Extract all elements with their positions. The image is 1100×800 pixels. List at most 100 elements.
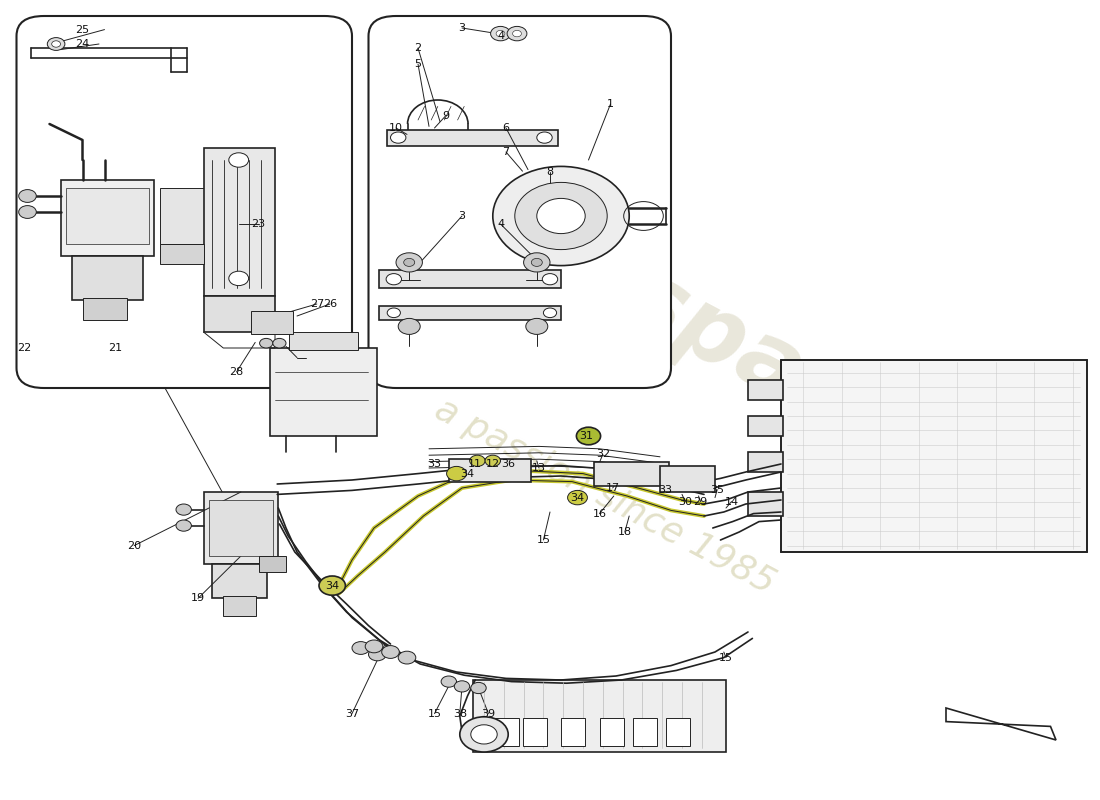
Circle shape (176, 520, 191, 531)
Text: 27: 27 (310, 299, 323, 309)
Text: 32: 32 (596, 450, 609, 459)
Circle shape (447, 466, 466, 481)
Circle shape (390, 132, 406, 143)
Circle shape (454, 681, 470, 692)
Circle shape (485, 455, 501, 466)
Text: 12: 12 (486, 459, 499, 469)
Bar (387, 130, 558, 146)
Text: 4: 4 (497, 31, 504, 41)
Circle shape (441, 676, 456, 687)
Circle shape (273, 338, 286, 348)
Bar (82, 298, 126, 320)
Text: 8: 8 (547, 167, 553, 177)
Bar (748, 416, 783, 436)
Text: 22: 22 (18, 343, 31, 353)
Circle shape (526, 318, 548, 334)
Circle shape (471, 725, 497, 744)
Circle shape (47, 38, 65, 50)
Circle shape (543, 308, 557, 318)
Circle shape (470, 455, 485, 466)
Bar (632, 718, 657, 746)
Circle shape (19, 190, 36, 202)
Circle shape (404, 258, 415, 266)
Text: 21: 21 (109, 343, 122, 353)
Text: 3: 3 (459, 23, 465, 33)
Circle shape (471, 682, 486, 694)
Text: 15: 15 (428, 709, 441, 718)
Circle shape (460, 717, 508, 752)
Bar (522, 718, 547, 746)
Circle shape (19, 206, 36, 218)
Text: 6: 6 (503, 123, 509, 133)
Text: 16: 16 (593, 509, 606, 518)
Text: 2: 2 (415, 43, 421, 53)
Circle shape (537, 132, 552, 143)
Text: 15: 15 (537, 535, 550, 545)
Text: 4: 4 (497, 219, 504, 229)
Circle shape (513, 30, 521, 37)
Text: 10: 10 (389, 123, 403, 133)
Circle shape (524, 253, 550, 272)
Circle shape (387, 308, 400, 318)
Bar (160, 244, 204, 264)
Circle shape (568, 490, 587, 505)
Text: 28: 28 (230, 367, 243, 377)
Circle shape (491, 26, 510, 41)
Bar (72, 256, 143, 300)
Bar (204, 492, 278, 564)
Bar (60, 180, 154, 256)
Text: 13: 13 (532, 463, 546, 473)
Circle shape (229, 153, 249, 167)
Text: 17: 17 (606, 483, 619, 493)
Text: 15: 15 (719, 653, 733, 662)
Circle shape (396, 253, 422, 272)
Bar (495, 718, 519, 746)
Bar (223, 596, 256, 616)
Circle shape (578, 428, 600, 444)
Circle shape (531, 258, 542, 266)
Text: 26: 26 (323, 299, 337, 309)
Circle shape (176, 504, 191, 515)
Bar (594, 462, 669, 486)
Bar (748, 492, 783, 516)
Circle shape (398, 318, 420, 334)
Polygon shape (946, 708, 1056, 740)
Text: 35: 35 (711, 485, 724, 494)
Circle shape (365, 640, 383, 653)
Text: 31: 31 (580, 431, 593, 441)
Circle shape (542, 274, 558, 285)
Circle shape (319, 576, 345, 595)
Bar (209, 500, 273, 556)
Circle shape (537, 198, 585, 234)
Bar (251, 311, 293, 334)
Text: 34: 34 (461, 469, 474, 478)
Text: 24: 24 (76, 39, 89, 49)
Bar (666, 718, 690, 746)
Bar (204, 296, 275, 332)
Text: 34: 34 (326, 581, 339, 590)
Text: 33: 33 (659, 485, 672, 494)
Bar (449, 459, 531, 482)
Bar (781, 360, 1087, 552)
Text: 14: 14 (725, 497, 738, 506)
Bar (212, 564, 267, 598)
Circle shape (515, 182, 607, 250)
Bar (473, 680, 726, 752)
FancyBboxPatch shape (16, 16, 352, 388)
Circle shape (496, 30, 505, 37)
Text: 36: 36 (502, 459, 515, 469)
Bar (660, 466, 715, 492)
Text: 33: 33 (428, 459, 441, 469)
Circle shape (229, 271, 249, 286)
Circle shape (386, 274, 402, 285)
Text: a passion since 1985: a passion since 1985 (429, 392, 781, 600)
Text: 39: 39 (482, 709, 495, 718)
Circle shape (382, 646, 399, 658)
Text: 9: 9 (442, 111, 449, 121)
Bar (289, 332, 358, 350)
Text: 18: 18 (618, 527, 631, 537)
FancyBboxPatch shape (368, 16, 671, 388)
Text: 5: 5 (415, 59, 421, 69)
Bar (379, 306, 561, 320)
Circle shape (260, 338, 273, 348)
